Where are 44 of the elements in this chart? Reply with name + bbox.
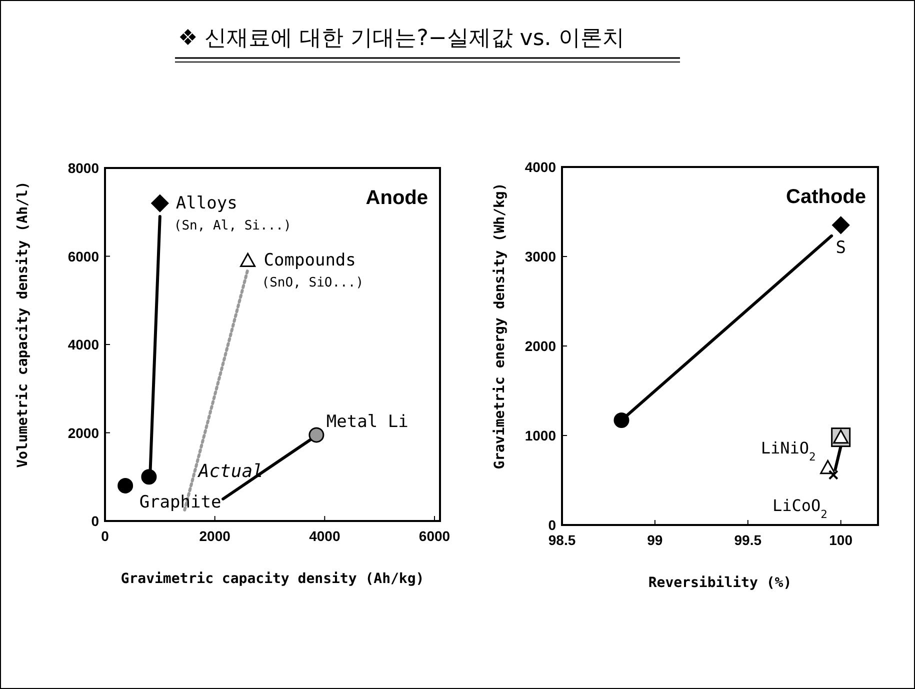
annotation: Anode xyxy=(366,187,428,209)
y-tick-label: 1000 xyxy=(524,428,556,444)
point xyxy=(308,427,324,443)
x-axis-title: Gravimetric capacity density (Ah/kg) xyxy=(120,571,424,587)
annotation: Graphite xyxy=(139,492,222,513)
point xyxy=(828,470,838,480)
x-tick-label: 4000 xyxy=(309,528,340,544)
y-tick-label: 8000 xyxy=(68,160,100,176)
y-tick-label: 2000 xyxy=(524,338,556,354)
y-axis-title: Gravimetric energy density (Wh/kg) xyxy=(492,182,508,470)
point xyxy=(240,252,256,268)
annotation: Cathode xyxy=(786,186,866,208)
x-tick-label: 99 xyxy=(647,532,663,548)
x-axis-title: Reversibility (%) xyxy=(648,575,792,591)
y-tick-label: 6000 xyxy=(68,248,100,264)
x-tick-label: 2000 xyxy=(199,528,231,544)
annotation: LiCoO$_{2}$ xyxy=(772,496,828,520)
point xyxy=(118,478,134,494)
x-tick-label: 0 xyxy=(101,528,110,544)
y-tick-label: 4000 xyxy=(524,159,556,175)
y-axis-title: Volumetric capacity density (Ah/l) xyxy=(15,181,31,468)
chart-title: ❖ 신재료에 대한 기대는?−실제값 vs. 이론치 xyxy=(178,26,624,51)
annotation: Actual xyxy=(197,460,264,482)
y-tick-label: 4000 xyxy=(68,336,100,352)
y-tick-label: 0 xyxy=(548,517,556,533)
point xyxy=(141,469,157,485)
annotation: Alloys xyxy=(176,193,238,214)
y-tick-label: 0 xyxy=(91,513,100,529)
point xyxy=(614,412,630,428)
annotation: Compounds xyxy=(264,250,356,271)
x-tick-label: 100 xyxy=(829,532,853,548)
annotation: Metal Li xyxy=(326,412,408,432)
x-tick-label: 6000 xyxy=(418,528,450,544)
y-tick-label: 2000 xyxy=(68,424,100,441)
y-tick-label: 3000 xyxy=(524,248,556,264)
annotation: (SnO, SiO...) xyxy=(262,276,364,291)
annotation: (Sn, Al, Si...) xyxy=(174,218,292,234)
x-tick-label: 99.5 xyxy=(734,532,762,548)
annotation: LiNiO$_{2}$ xyxy=(760,438,816,464)
point xyxy=(151,194,169,212)
x-tick-label: 98.5 xyxy=(548,532,576,548)
point xyxy=(832,216,850,234)
point xyxy=(820,460,836,474)
annotation: S xyxy=(836,238,846,258)
